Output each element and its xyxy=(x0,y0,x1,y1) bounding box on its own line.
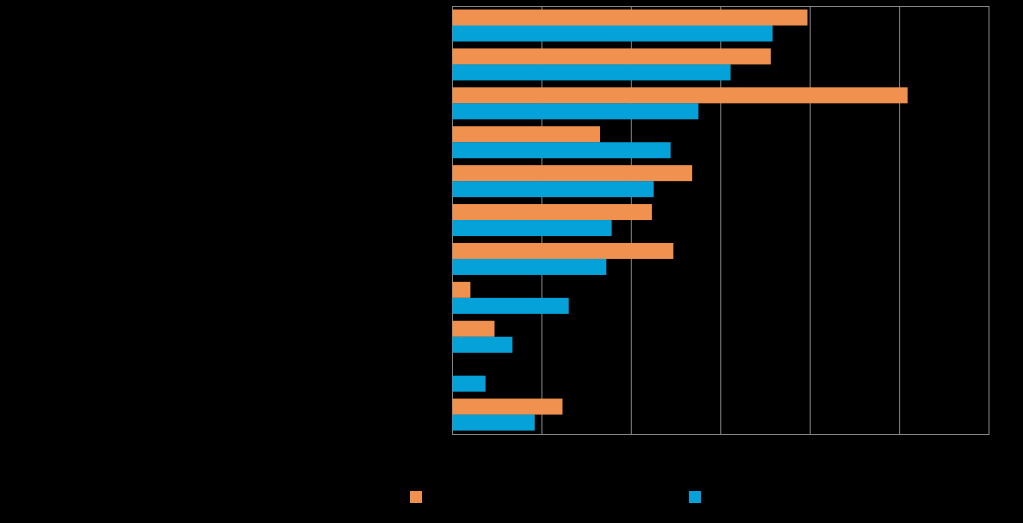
bar xyxy=(452,87,908,104)
bar xyxy=(452,142,671,159)
bar xyxy=(452,165,693,182)
bar xyxy=(452,64,731,81)
bar xyxy=(452,375,486,392)
bar xyxy=(452,336,513,353)
bar xyxy=(452,398,563,415)
bar xyxy=(452,48,771,65)
legend-swatch xyxy=(689,491,701,503)
bar xyxy=(452,297,569,314)
bar xyxy=(452,103,699,120)
bar xyxy=(452,258,607,275)
bar xyxy=(452,242,674,259)
bar xyxy=(452,181,654,198)
legend-swatch xyxy=(410,491,422,503)
bar xyxy=(452,320,495,337)
bar xyxy=(452,25,773,42)
bar xyxy=(452,281,471,298)
bar xyxy=(452,126,601,143)
bar xyxy=(452,414,535,431)
bar xyxy=(452,204,652,221)
bar xyxy=(452,9,808,26)
bar xyxy=(452,220,612,237)
